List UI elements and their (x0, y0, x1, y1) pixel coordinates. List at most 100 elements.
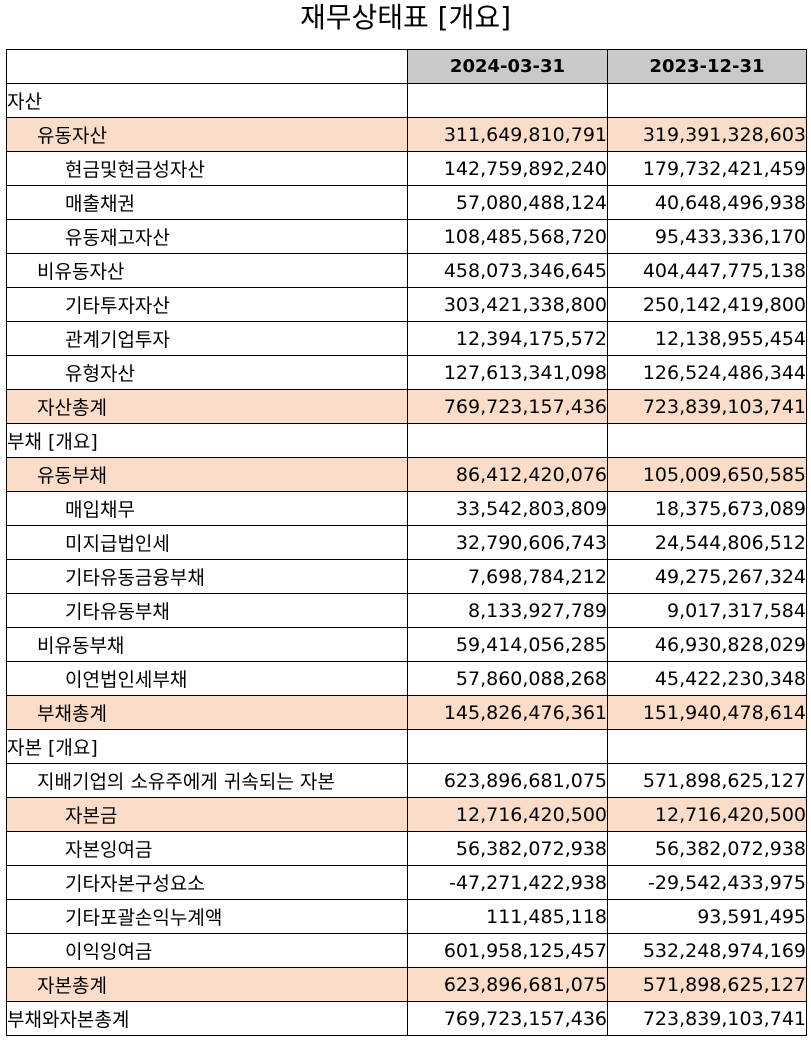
table-row: 이연법인세부채 57,860,088,268 45,422,230,348 (6, 661, 807, 696)
value-cell-2023-12-31: 18,375,673,089 (607, 491, 807, 526)
value-cell-2023-12-31: 571,898,625,127 (607, 763, 807, 798)
table-row: 기타포괄손익누계액 111,485,118 93,591,495 (6, 899, 807, 934)
row-label: 자본총계 (6, 967, 408, 1002)
value-cell-2024-03-31: 32,790,606,743 (407, 525, 608, 560)
table-row: 부채총계 145,826,476,361 151,940,478,614 (6, 695, 807, 730)
value-cell-2024-03-31: 127,613,341,098 (407, 355, 608, 390)
table-row: 부채 [개요] (6, 423, 807, 458)
value-cell-2023-12-31: -29,542,433,975 (607, 865, 807, 900)
table-row: 자본잉여금 56,382,072,938 56,382,072,938 (6, 831, 807, 866)
value-cell-2023-12-31: 93,591,495 (607, 899, 807, 934)
table-row: 자산총계 769,723,157,436 723,839,103,741 (6, 389, 807, 424)
value-cell-2024-03-31: 12,394,175,572 (407, 321, 608, 356)
column-header: 2024-03-31 (407, 49, 608, 84)
value-cell-2023-12-31: 250,142,419,800 (607, 287, 807, 322)
value-cell-2024-03-31 (407, 729, 608, 764)
value-cell-2024-03-31: 311,649,810,791 (407, 117, 608, 152)
row-label: 매입채무 (6, 491, 408, 526)
value-cell-2024-03-31: 601,958,125,457 (407, 933, 608, 968)
value-cell-2023-12-31: 571,898,625,127 (607, 967, 807, 1002)
row-label: 유동자산 (6, 117, 408, 152)
row-label: 부채총계 (6, 695, 408, 730)
row-label: 부채와자본총계 (6, 1001, 408, 1036)
value-cell-2023-12-31: 9,017,317,584 (607, 593, 807, 628)
value-cell-2023-12-31: 56,382,072,938 (607, 831, 807, 866)
value-cell-2023-12-31: 46,930,828,029 (607, 627, 807, 662)
table-row: 관계기업투자 12,394,175,572 12,138,955,454 (6, 321, 807, 356)
value-cell-2024-03-31: 142,759,892,240 (407, 151, 608, 186)
table-row: 현금및현금성자산 142,759,892,240 179,732,421,459 (6, 151, 807, 186)
value-cell-2023-12-31: 532,248,974,169 (607, 933, 807, 968)
value-cell-2024-03-31: 56,382,072,938 (407, 831, 608, 866)
table-row: 매입채무 33,542,803,809 18,375,673,089 (6, 491, 807, 526)
row-label: 지배기업의 소유주에게 귀속되는 자본 (6, 763, 408, 798)
value-cell-2024-03-31: 8,133,927,789 (407, 593, 608, 628)
value-cell-2023-12-31: 45,422,230,348 (607, 661, 807, 696)
value-cell-2023-12-31: 95,433,336,170 (607, 219, 807, 254)
row-label: 자산총계 (6, 389, 408, 424)
table-row: 비유동부채 59,414,056,285 46,930,828,029 (6, 627, 807, 662)
table-row: 자산 (6, 83, 807, 118)
row-label: 자본 [개요] (6, 729, 408, 764)
row-label: 이익잉여금 (6, 933, 408, 968)
value-cell-2023-12-31: 179,732,421,459 (607, 151, 807, 186)
table-row: 미지급법인세 32,790,606,743 24,544,806,512 (6, 525, 807, 560)
row-label: 관계기업투자 (6, 321, 408, 356)
row-label: 자산 (6, 83, 408, 118)
table-row: 유동부채 86,412,420,076 105,009,650,585 (6, 457, 807, 492)
table-row: 기타투자자산 303,421,338,800 250,142,419,800 (6, 287, 807, 322)
row-label: 기타자본구성요소 (6, 865, 408, 900)
value-cell-2023-12-31: 723,839,103,741 (607, 389, 807, 424)
value-cell-2023-12-31 (607, 83, 807, 118)
value-cell-2023-12-31: 319,391,328,603 (607, 117, 807, 152)
row-label: 유형자산 (6, 355, 408, 390)
row-label: 현금및현금성자산 (6, 151, 408, 186)
table-row: 자본금 12,716,420,500 12,716,420,500 (6, 797, 807, 832)
value-cell-2024-03-31: 623,896,681,075 (407, 967, 608, 1002)
row-label: 자본금 (6, 797, 408, 832)
row-label: 매출채권 (6, 185, 408, 220)
value-cell-2023-12-31: 723,839,103,741 (607, 1001, 807, 1036)
value-cell-2024-03-31: 769,723,157,436 (407, 1001, 608, 1036)
row-label: 비유동자산 (6, 253, 408, 288)
value-cell-2023-12-31 (607, 423, 807, 458)
table-row: 비유동자산 458,073,346,645 404,447,775,138 (6, 253, 807, 288)
table-header-row: 2024-03-31 2023-12-31 (6, 49, 807, 84)
value-cell-2024-03-31: 59,414,056,285 (407, 627, 608, 662)
value-cell-2024-03-31: 7,698,784,212 (407, 559, 608, 594)
value-cell-2024-03-31: 111,485,118 (407, 899, 608, 934)
value-cell-2024-03-31: 57,080,488,124 (407, 185, 608, 220)
row-label: 기타유동금융부채 (6, 559, 408, 594)
row-label: 자본잉여금 (6, 831, 408, 866)
row-label: 미지급법인세 (6, 525, 408, 560)
value-cell-2023-12-31: 404,447,775,138 (607, 253, 807, 288)
value-cell-2024-03-31: 12,716,420,500 (407, 797, 608, 832)
value-cell-2024-03-31: -47,271,422,938 (407, 865, 608, 900)
table-row: 부채와자본총계 769,723,157,436 723,839,103,741 (6, 1001, 807, 1036)
page-title: 재무상태표 [개요] (299, 1, 512, 34)
table-row: 유동재고자산 108,485,568,720 95,433,336,170 (6, 219, 807, 254)
table-row: 지배기업의 소유주에게 귀속되는 자본 623,896,681,075 571,89… (6, 763, 807, 798)
value-cell-2024-03-31: 458,073,346,645 (407, 253, 608, 288)
header-blank-cell (6, 49, 408, 84)
row-label: 이연법인세부채 (6, 661, 408, 696)
row-label: 기타투자자산 (6, 287, 408, 322)
table-row: 자본총계 623,896,681,075 571,898,625,127 (6, 967, 807, 1002)
table-row: 유동자산 311,649,810,791 319,391,328,603 (6, 117, 807, 152)
table-row: 기타유동금융부채 7,698,784,212 49,275,267,324 (6, 559, 807, 594)
row-label: 기타포괄손익누계액 (6, 899, 408, 934)
value-cell-2024-03-31: 57,860,088,268 (407, 661, 608, 696)
value-cell-2024-03-31 (407, 83, 608, 118)
table-row: 자본 [개요] (6, 729, 807, 764)
value-cell-2024-03-31: 108,485,568,720 (407, 219, 608, 254)
value-cell-2024-03-31 (407, 423, 608, 458)
value-cell-2023-12-31 (607, 729, 807, 764)
balance-sheet-table: 2024-03-31 2023-12-31 자산 유동자산 311,649,810,… (6, 49, 807, 1036)
table-row: 매출채권 57,080,488,124 40,648,496,938 (6, 185, 807, 220)
table-body: 자산 유동자산 311,649,810,791 319,391,328,603 현금및현… (6, 83, 807, 1036)
value-cell-2024-03-31: 769,723,157,436 (407, 389, 608, 424)
value-cell-2023-12-31: 12,138,955,454 (607, 321, 807, 356)
row-label: 유동부채 (6, 457, 408, 492)
row-label: 비유동부채 (6, 627, 408, 662)
value-cell-2024-03-31: 33,542,803,809 (407, 491, 608, 526)
